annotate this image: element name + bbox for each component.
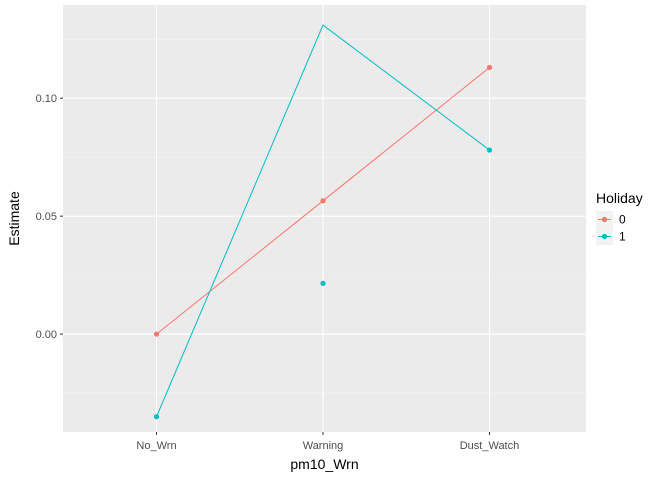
y-axis-title: Estimate xyxy=(6,191,22,246)
legend-label-0: 0 xyxy=(619,213,626,227)
series-points xyxy=(153,64,493,420)
data-point-0 xyxy=(486,64,493,71)
major-grid xyxy=(63,5,586,432)
data-point-0 xyxy=(320,198,326,204)
data-point-1 xyxy=(320,280,326,286)
data-point-1 xyxy=(486,147,493,153)
minor-grid xyxy=(63,38,586,394)
y-tick-label: 0.05 xyxy=(36,211,57,223)
panel-background xyxy=(63,5,586,432)
x-tick-label: Dust_Watch xyxy=(460,440,520,452)
x-axis-title: pm10_Wrn xyxy=(290,456,358,472)
series-line-1 xyxy=(156,24,490,417)
data-point-0 xyxy=(153,331,160,337)
legend-label-1: 1 xyxy=(619,230,626,244)
y-tick-label: 0.10 xyxy=(36,93,57,105)
y-tick-label: 0.00 xyxy=(36,329,57,341)
legend: Holiday 0 1 xyxy=(596,190,643,245)
y-axis: 0.00 0.05 0.10 xyxy=(36,93,63,341)
legend-key-point-0 xyxy=(601,216,608,223)
legend-key-point-1 xyxy=(601,233,608,240)
x-tick-label: Warning xyxy=(303,440,344,452)
data-point-1 xyxy=(153,414,160,420)
legend-title: Holiday xyxy=(596,190,643,206)
x-tick-label: No_Wrn xyxy=(136,440,176,452)
x-axis: No_Wrn Warning Dust_Watch xyxy=(136,432,519,452)
